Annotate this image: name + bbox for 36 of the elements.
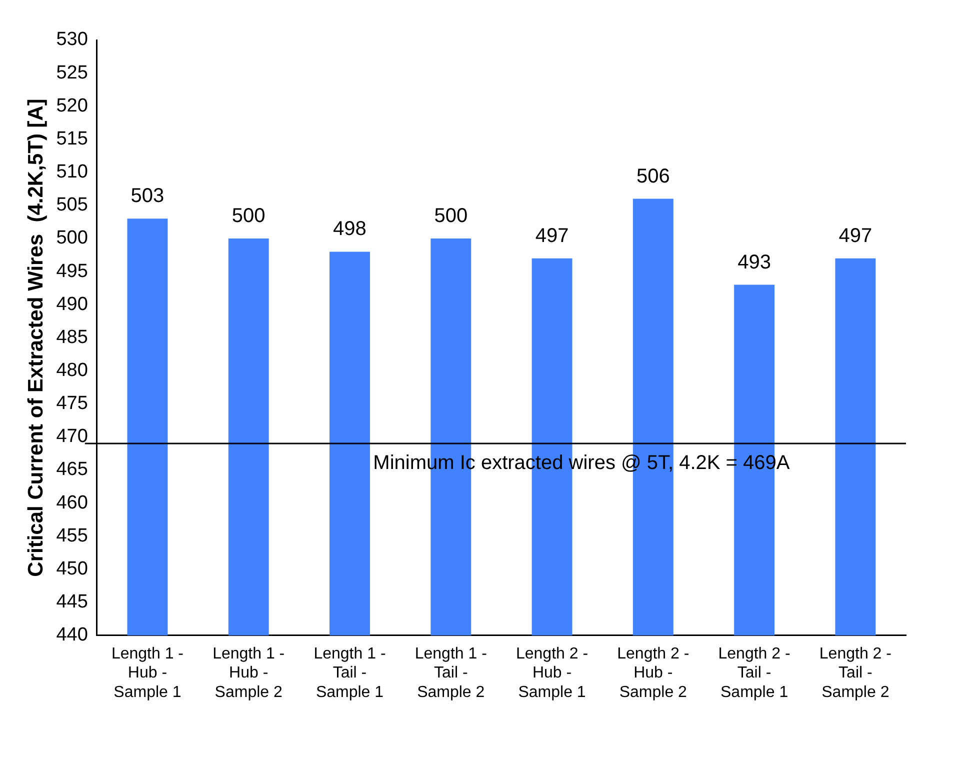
y-tick-label: 445	[56, 592, 88, 613]
data-label: 497	[535, 224, 569, 247]
data-label: 493	[738, 251, 771, 274]
y-tick-label: 530	[56, 29, 88, 50]
y-tick-label: 450	[56, 558, 88, 580]
x-tick-label: Length 1 - Hub - Sample 2	[212, 645, 285, 701]
y-tick-label: 525	[56, 62, 88, 84]
y-tick-label: 485	[56, 326, 88, 348]
y-tick-label: 495	[56, 260, 88, 282]
y-tick-label: 520	[56, 95, 88, 116]
y-tick-label: 480	[56, 360, 88, 382]
y-tick-label: 490	[56, 294, 88, 315]
data-label: 497	[838, 224, 872, 247]
data-label: 500	[232, 204, 266, 227]
x-tick-label: Length 2 - Tail - Sample 2	[819, 645, 892, 701]
x-tick-label: Length 1 - Tail - Sample 1	[314, 645, 386, 701]
x-tick-label: Length 1 - Hub - Sample 1	[111, 645, 184, 701]
x-tick-label: Length 1 - Tail - Sample 2	[414, 645, 487, 701]
x-tick-label: Length 2 - Hub - Sample 2	[617, 645, 690, 701]
data-label: 500	[434, 204, 468, 227]
y-tick-label: 470	[56, 426, 88, 448]
y-axis-title: Critical Current of Extracted Wires (4.2K,5T) [A]	[24, 98, 48, 577]
y-tick-label: 505	[56, 194, 88, 216]
x-tick-label: Length 2 - Hub - Sample 1	[516, 645, 588, 701]
y-tick-label: 460	[56, 492, 88, 514]
y-tick-label: 475	[56, 393, 88, 414]
y-tick-label: 510	[56, 162, 88, 183]
y-tick-label: 455	[56, 525, 88, 546]
data-label: 498	[333, 218, 366, 240]
y-tick-label: 440	[56, 624, 88, 646]
y-tick-label: 515	[56, 128, 88, 150]
data-label: 503	[130, 185, 164, 208]
data-label: 506	[636, 165, 670, 188]
y-tick-label: 465	[56, 459, 88, 480]
y-tick-label: 500	[56, 228, 88, 249]
x-tick-label: Length 2 - Tail - Sample 1	[718, 645, 790, 701]
